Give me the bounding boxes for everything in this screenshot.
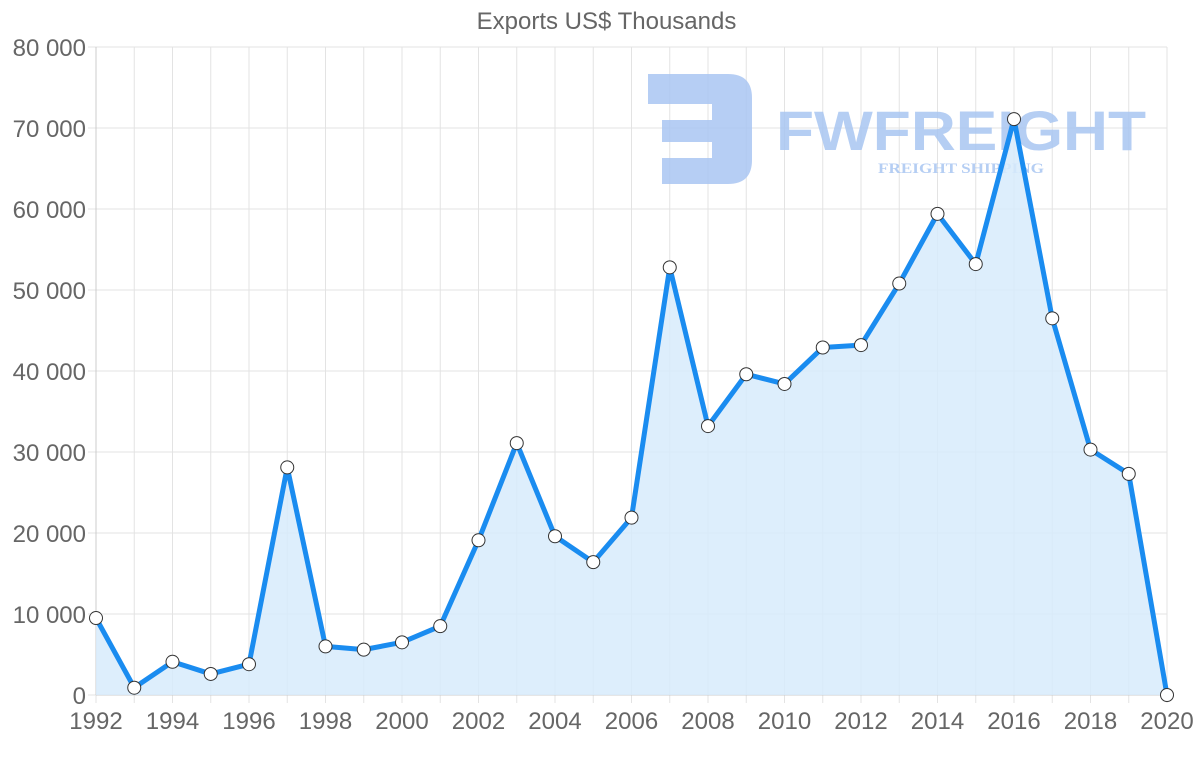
y-tick-label: 30 000 bbox=[13, 440, 86, 467]
x-axis: 1992 1994 1996 1998 2000 2002 2004 2006 2008 2010… bbox=[69, 708, 1193, 735]
data-point bbox=[777, 376, 792, 391]
x-tick-label: 2014 bbox=[911, 708, 964, 735]
data-point bbox=[892, 276, 907, 291]
series-area-fill bbox=[96, 119, 1167, 696]
data-point bbox=[624, 510, 639, 525]
x-tick-label: 2010 bbox=[758, 708, 811, 735]
data-point bbox=[165, 654, 180, 669]
data-point bbox=[318, 639, 333, 654]
y-axis: 0 10 000 20 000 30 000 40 000 50 000 60 000 70 … bbox=[13, 35, 86, 710]
x-tick-label: 2012 bbox=[834, 708, 887, 735]
fwfreight-logo-icon bbox=[648, 74, 752, 184]
data-point bbox=[548, 529, 562, 544]
data-point bbox=[280, 460, 295, 475]
x-tick-label: 2008 bbox=[681, 708, 734, 735]
y-tick-label: 80 000 bbox=[13, 35, 86, 62]
data-point bbox=[1083, 442, 1098, 457]
data-point bbox=[968, 257, 983, 272]
x-tick-label: 2006 bbox=[605, 708, 658, 735]
x-tick-label: 2000 bbox=[375, 708, 428, 735]
x-tick-label: 2018 bbox=[1064, 708, 1117, 735]
y-tick-label: 70 000 bbox=[13, 116, 86, 143]
x-tick-label: 1998 bbox=[299, 708, 352, 735]
data-point bbox=[739, 367, 754, 382]
data-point bbox=[242, 657, 256, 672]
data-point bbox=[89, 611, 103, 626]
data-point bbox=[1045, 311, 1060, 326]
data-point bbox=[586, 555, 601, 570]
data-point bbox=[701, 419, 715, 434]
fwfreight-watermark: FWFREIGHT FREIGHT SHIPPING bbox=[648, 74, 1146, 184]
data-point bbox=[433, 619, 448, 634]
data-point bbox=[930, 206, 945, 221]
data-points bbox=[89, 112, 1174, 702]
y-tick-label: 10 000 bbox=[13, 602, 86, 629]
data-point bbox=[509, 436, 524, 451]
x-tick-label: 2004 bbox=[528, 708, 581, 735]
x-tick-label: 1996 bbox=[222, 708, 275, 735]
x-tick-label: 2016 bbox=[987, 708, 1040, 735]
y-tick-label: 50 000 bbox=[13, 278, 86, 305]
data-point bbox=[471, 533, 486, 548]
x-tick-label: 2002 bbox=[452, 708, 505, 735]
x-tick-label: 1994 bbox=[146, 708, 199, 735]
y-tick-label: 20 000 bbox=[13, 521, 86, 548]
x-tick-label: 2020 bbox=[1140, 708, 1193, 735]
data-point bbox=[854, 338, 868, 353]
data-point bbox=[395, 635, 409, 650]
data-point bbox=[662, 260, 677, 275]
watermark-brand: FWFREIGHT bbox=[776, 99, 1146, 162]
y-tick-label: 0 bbox=[73, 683, 86, 710]
data-point bbox=[1007, 112, 1021, 127]
data-point bbox=[356, 642, 371, 657]
y-tick-label: 60 000 bbox=[13, 197, 86, 224]
chart-title: Exports US$ Thousands bbox=[476, 8, 737, 35]
data-point bbox=[815, 340, 830, 355]
data-point bbox=[1160, 688, 1174, 702]
data-point bbox=[127, 680, 142, 695]
data-point bbox=[203, 666, 218, 681]
data-point bbox=[1121, 466, 1136, 481]
y-tick-label: 40 000 bbox=[13, 359, 86, 386]
x-tick-label: 1992 bbox=[69, 708, 122, 735]
